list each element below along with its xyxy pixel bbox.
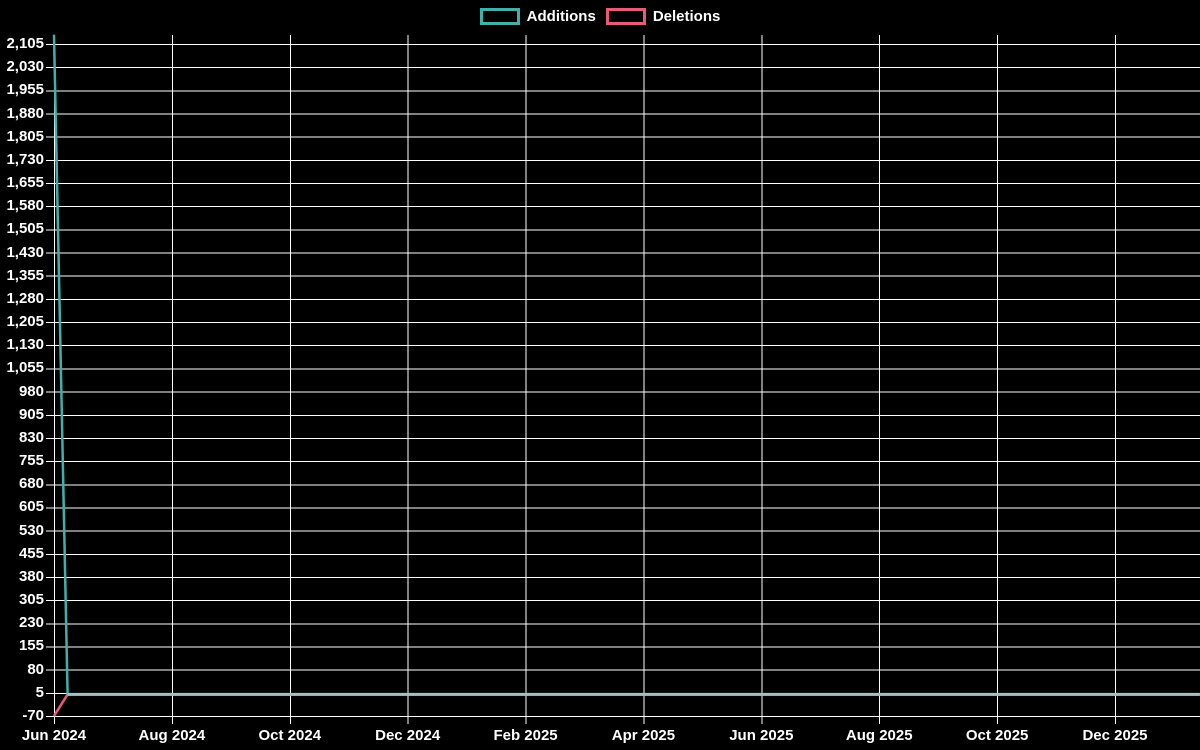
deletions-line bbox=[52, 693, 1200, 717]
y-tick-label: 2,030 bbox=[6, 58, 44, 76]
y-tick-label: 380 bbox=[18, 567, 44, 585]
legend-item-deletions[interactable]: Deletions bbox=[605, 8, 721, 25]
y-tick-label: 1,430 bbox=[6, 243, 44, 261]
x-tick-label: Feb 2025 bbox=[493, 727, 558, 744]
legend-label-additions: Additions bbox=[526, 8, 596, 25]
y-tick-label: 230 bbox=[18, 614, 44, 632]
y-tick-label: 1,655 bbox=[6, 174, 44, 192]
additions-line bbox=[52, 34, 1200, 696]
legend-item-additions[interactable]: Additions bbox=[479, 8, 596, 25]
y-tick-label: 1,280 bbox=[6, 289, 44, 307]
x-tick-label: Aug 2024 bbox=[138, 727, 206, 744]
x-tick-label: Dec 2024 bbox=[375, 727, 441, 744]
y-tick-label: 80 bbox=[27, 660, 44, 678]
y-tick-label: 305 bbox=[18, 591, 44, 609]
x-tick-label: Aug 2025 bbox=[845, 727, 913, 744]
y-axis-tick-marks bbox=[46, 44, 54, 717]
x-tick-label: Apr 2025 bbox=[611, 727, 676, 744]
additions-swatch-icon bbox=[479, 8, 520, 25]
y-tick-label: 1,580 bbox=[6, 197, 44, 215]
y-tick-label: 980 bbox=[18, 382, 44, 400]
x-tick-label: Oct 2024 bbox=[258, 727, 322, 744]
y-tick-label: 1,505 bbox=[6, 220, 44, 238]
y-tick-label: 455 bbox=[18, 544, 44, 562]
y-tick-label: 680 bbox=[18, 475, 44, 493]
y-tick-label: 1,805 bbox=[6, 127, 44, 145]
x-tick-label: Jun 2025 bbox=[729, 727, 794, 744]
y-tick-label: 530 bbox=[18, 521, 44, 539]
y-tick-label: 1,130 bbox=[6, 336, 44, 354]
y-tick-label: 1,730 bbox=[6, 150, 44, 168]
y-tick-label: 1,955 bbox=[6, 81, 44, 99]
y-tick-label: 1,205 bbox=[6, 313, 44, 331]
x-tick-label: Oct 2025 bbox=[965, 727, 1029, 744]
y-tick-label: 605 bbox=[18, 498, 44, 516]
x-tick-label: Dec 2025 bbox=[1082, 727, 1148, 744]
y-tick-label: 1,880 bbox=[6, 104, 44, 122]
y-tick-label: 155 bbox=[18, 637, 44, 655]
y-tick-label: 5 bbox=[35, 683, 44, 701]
y-tick-label: 1,355 bbox=[6, 266, 44, 284]
legend-label-deletions: Deletions bbox=[652, 8, 721, 25]
y-tick-label: 830 bbox=[18, 428, 44, 446]
y-tick-label: 905 bbox=[18, 405, 44, 423]
horizontal-gridlines bbox=[54, 44, 1200, 717]
chart-legend: Additions Deletions bbox=[0, 8, 1200, 25]
deletions-swatch-icon bbox=[605, 8, 646, 25]
y-tick-label: 2,105 bbox=[6, 35, 44, 52]
x-axis-tick-marks bbox=[54, 716, 1200, 724]
y-tick-label: -70 bbox=[22, 706, 44, 724]
x-tick-label: Jun 2024 bbox=[21, 727, 87, 744]
y-tick-label: 1,055 bbox=[6, 359, 44, 377]
y-tick-label: 755 bbox=[18, 452, 44, 470]
